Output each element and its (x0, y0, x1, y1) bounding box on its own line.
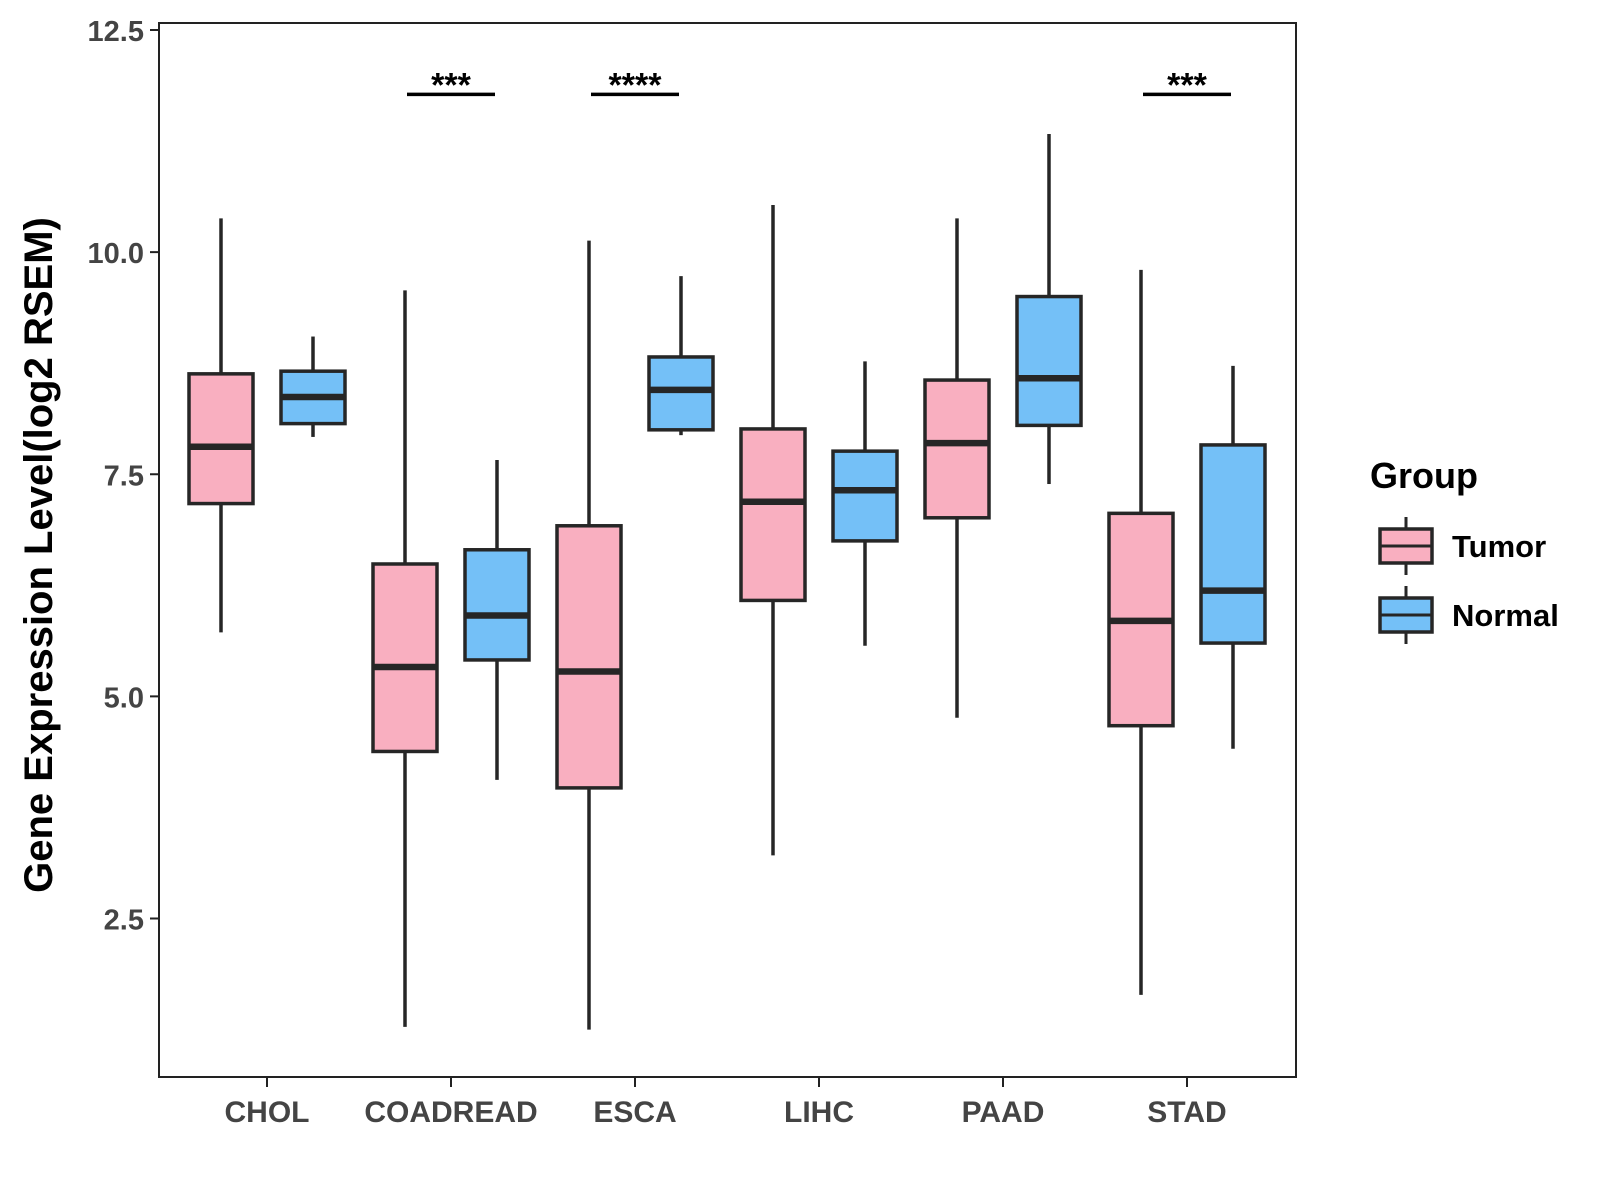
series-normal (279, 133, 1267, 780)
box-body (647, 355, 715, 432)
panel-border (158, 22, 1297, 1078)
box-tumor-chol (187, 218, 255, 633)
box-body (831, 449, 899, 543)
y-tick-label: 10.0 (88, 238, 144, 270)
box-body (371, 562, 439, 754)
x-tick-label: LIHC (784, 1096, 854, 1129)
legend-item-tumor: Tumor (1378, 517, 1546, 575)
y-tick-label: 2.5 (104, 905, 144, 937)
legend-item-normal: Normal (1378, 586, 1559, 644)
box-body (1199, 443, 1267, 645)
box-tumor-coadread (371, 290, 439, 1027)
x-tick-label: CHOL (225, 1096, 310, 1129)
significance-coadread: *** (407, 66, 495, 104)
box-normal-paad (1015, 133, 1083, 485)
box-normal-chol (279, 336, 347, 437)
legend-label: Tumor (1452, 529, 1546, 564)
box-tumor-esca (555, 240, 623, 1030)
legend: Group Tumor Normal (1370, 455, 1559, 644)
plot-panel (158, 22, 1297, 1078)
box-tumor-lihc (739, 205, 807, 856)
box-body (187, 372, 255, 506)
box-body (923, 378, 991, 520)
y-tick-label: 12.5 (88, 16, 144, 48)
significance-esca: **** (591, 66, 679, 104)
x-tick-label: STAD (1147, 1096, 1226, 1129)
y-axis: 2.5 5.0 7.5 10.0 12.5 (88, 16, 159, 937)
y-tick-label: 5.0 (104, 682, 144, 714)
x-tick-label: ESCA (593, 1096, 676, 1129)
x-tick-label: PAAD (962, 1096, 1045, 1129)
box-series (187, 133, 1267, 1030)
legend-key (1378, 586, 1434, 644)
box-normal-coadread (463, 460, 531, 780)
significance-label: *** (1167, 66, 1207, 104)
series-tumor (187, 205, 1175, 1030)
box-normal-stad (1199, 365, 1267, 749)
significance-label: *** (431, 66, 471, 104)
box-normal-esca (647, 276, 715, 436)
box-body (463, 548, 531, 662)
legend-key (1378, 517, 1434, 575)
y-tick-label: 7.5 (104, 460, 144, 492)
box-body (555, 524, 623, 790)
box-body (739, 427, 807, 603)
legend-label: Normal (1452, 598, 1559, 633)
legend-title: Group (1370, 455, 1478, 496)
box-body (1015, 294, 1083, 428)
box-normal-lihc (831, 361, 899, 646)
significance-annotations: *** **** *** (407, 66, 1231, 104)
x-tick-label: COADREAD (364, 1096, 537, 1129)
significance-label: **** (609, 66, 663, 104)
significance-stad: *** (1143, 66, 1231, 104)
x-axis: CHOL COADREAD ESCA LIHC PAAD STAD (225, 1077, 1227, 1129)
box-tumor-paad (923, 218, 991, 718)
box-tumor-stad (1107, 269, 1175, 995)
y-axis-title: Gene Expression Level(log2 RSEM) (17, 217, 61, 893)
